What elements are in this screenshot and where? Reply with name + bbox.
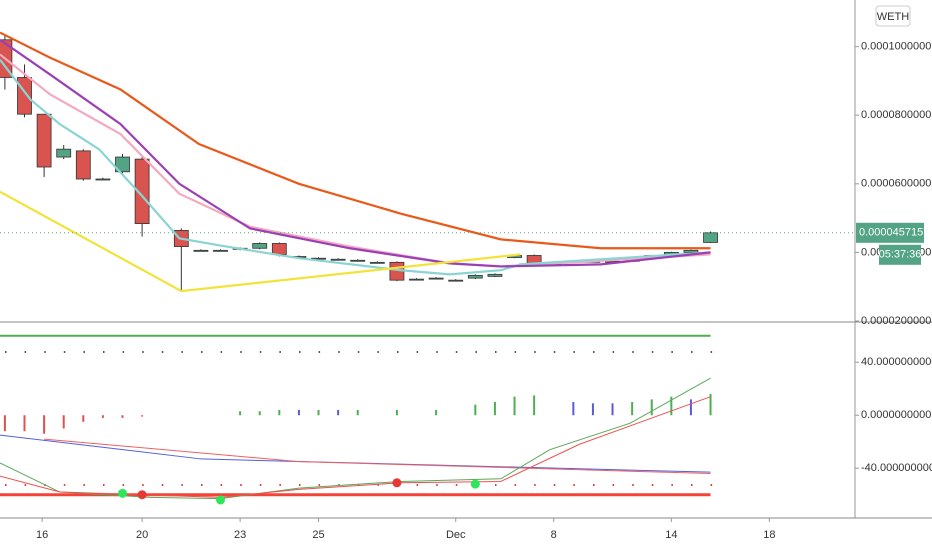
y-tick-label: 0.0001000000 xyxy=(861,41,931,53)
symbol-badge[interactable] xyxy=(875,5,911,27)
signal-dot xyxy=(216,495,226,505)
x-tick-label: 14 xyxy=(665,529,677,541)
y-tick-label: -40.0000000000 xyxy=(861,462,932,474)
overlay-line xyxy=(0,59,711,276)
candle-body xyxy=(134,158,150,224)
last-price-badge xyxy=(856,222,924,243)
signal-dot xyxy=(470,479,480,489)
x-tick-label: 8 xyxy=(551,529,557,541)
indicator-line xyxy=(0,396,711,498)
candle-body xyxy=(36,113,52,168)
x-tick-label: 25 xyxy=(312,529,324,541)
countdown-badge xyxy=(879,244,921,265)
indicator-line xyxy=(0,377,711,500)
signal-dot xyxy=(118,488,128,498)
candle-body xyxy=(703,232,718,243)
x-tick-label: 18 xyxy=(763,529,775,541)
candle-body xyxy=(17,77,32,115)
last-price-label: 0.0000457157 xyxy=(859,227,929,239)
candle-body xyxy=(75,150,91,180)
indicator-line xyxy=(0,434,711,473)
candle-body xyxy=(56,148,72,158)
candle-body xyxy=(193,249,209,252)
overlay-line xyxy=(0,38,711,268)
indicator-line xyxy=(44,438,711,475)
x-tick-label: 16 xyxy=(36,529,48,541)
candle-body xyxy=(428,277,444,280)
y-tick-label: 40.0000000000 xyxy=(861,356,932,368)
candle-body xyxy=(213,249,228,252)
y-tick-label: 0.0000800000 xyxy=(861,109,931,121)
candle-body xyxy=(330,258,346,261)
candle-body xyxy=(252,243,268,249)
x-tick-label: 20 xyxy=(136,529,148,541)
symbol: WETH xyxy=(877,11,909,23)
candle-body xyxy=(487,273,503,277)
signal-dot xyxy=(392,478,402,488)
countdown: 05:37:36 xyxy=(879,249,922,261)
candle-body xyxy=(448,279,464,282)
candle-body xyxy=(271,243,287,255)
candle-body xyxy=(409,278,424,281)
x-tick-label: Dec xyxy=(446,529,466,541)
y-tick-label: 0.0000600000 xyxy=(861,178,931,190)
overlay-line xyxy=(0,190,521,293)
candle-body xyxy=(350,259,366,262)
candle-body xyxy=(95,178,111,181)
y-tick-label: 0.0000200000 xyxy=(861,315,931,327)
y-tick-label: 0.0000000000 xyxy=(861,409,931,421)
x-tick-label: 23 xyxy=(234,529,246,541)
candle-body xyxy=(467,274,483,279)
candle-body xyxy=(369,261,385,264)
candle-body xyxy=(115,156,130,173)
candle-body xyxy=(683,249,699,253)
signal-dot xyxy=(137,490,147,500)
overlay-line xyxy=(0,31,711,250)
